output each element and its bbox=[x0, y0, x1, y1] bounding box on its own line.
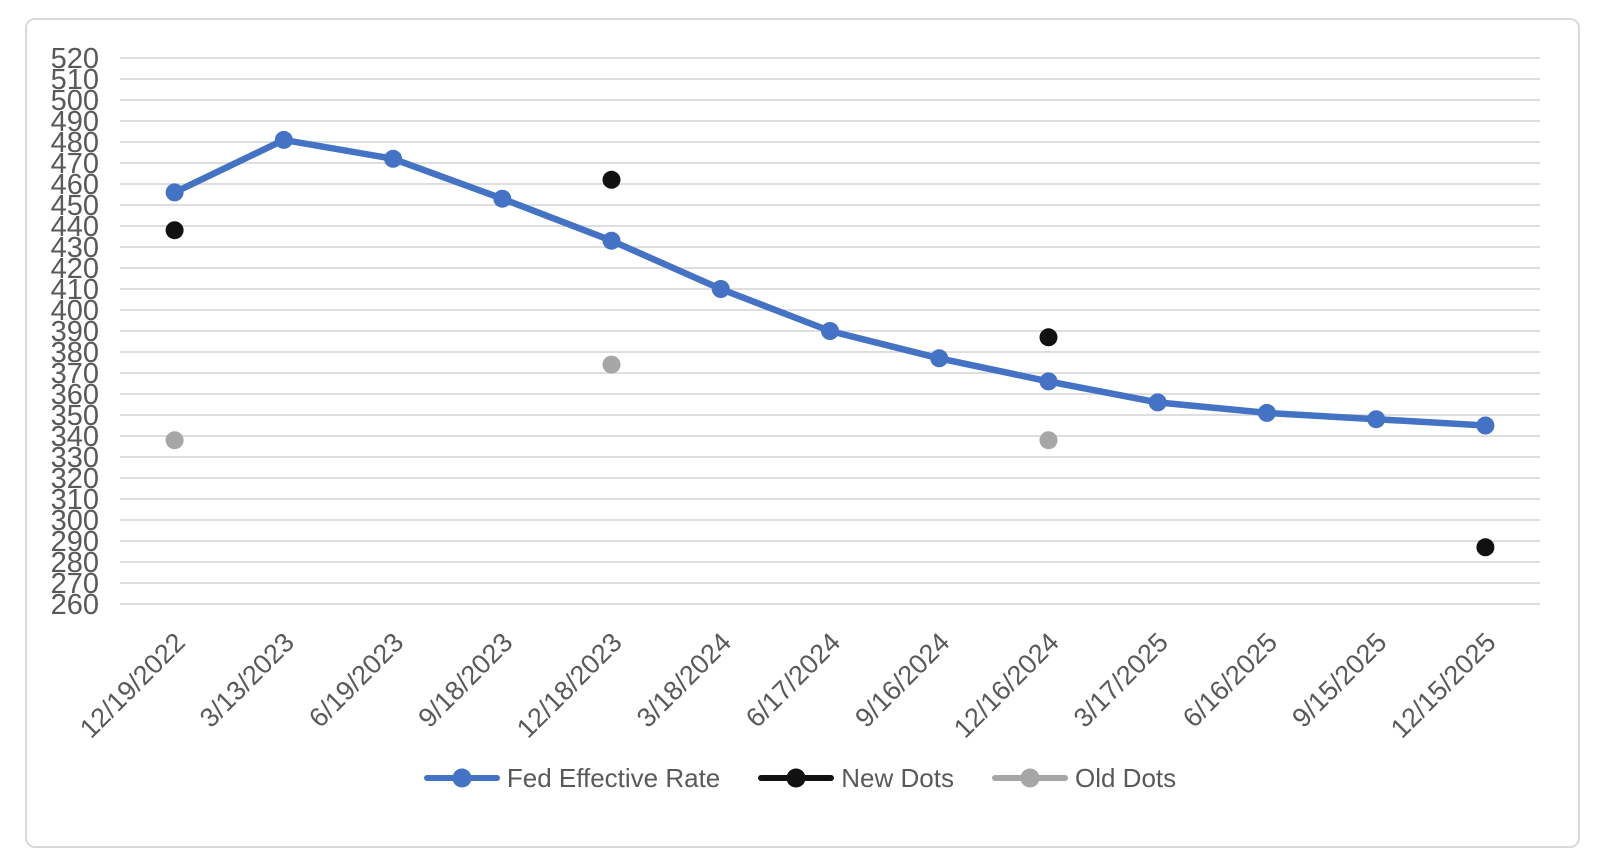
y-tick-label: 300 bbox=[51, 505, 99, 537]
y-tick-label: 440 bbox=[51, 211, 99, 243]
y-tick-label: 410 bbox=[51, 274, 99, 306]
y-tick-label: 330 bbox=[51, 442, 99, 474]
new-dots-point bbox=[1039, 328, 1058, 347]
y-tick-label: 380 bbox=[51, 337, 99, 369]
x-tick-label: 6/16/2025 bbox=[1177, 627, 1283, 733]
fed-effective-rate-point bbox=[493, 189, 512, 208]
y-tick-label: 390 bbox=[51, 316, 99, 348]
x-tick-label: 12/19/2022 bbox=[74, 627, 191, 744]
legend-label-old-dots: Old Dots bbox=[1074, 763, 1177, 793]
y-tick-label: 520 bbox=[51, 43, 99, 75]
y-tick-label: 280 bbox=[51, 547, 99, 579]
old-dots-point bbox=[165, 431, 184, 450]
fed-effective-rate-point bbox=[165, 183, 184, 202]
y-tick-label: 360 bbox=[51, 379, 99, 411]
fed-effective-rate-point bbox=[1257, 403, 1276, 422]
y-tick-label: 270 bbox=[51, 568, 99, 600]
line-with-dot-marker-icon bbox=[423, 767, 500, 789]
y-tick-label: 320 bbox=[51, 463, 99, 495]
y-tick-label: 500 bbox=[51, 85, 99, 117]
y-tick-label: 490 bbox=[51, 106, 99, 138]
chart-frame bbox=[25, 18, 1580, 848]
y-tick-label: 460 bbox=[51, 169, 99, 201]
x-tick-label: 3/18/2024 bbox=[631, 627, 737, 733]
legend-label-new-dots: New Dots bbox=[841, 763, 954, 793]
old-dots-point bbox=[602, 355, 621, 374]
x-tick-label: 6/17/2024 bbox=[740, 627, 846, 733]
fed-effective-rate-point bbox=[602, 231, 621, 250]
new-dots-point bbox=[165, 221, 184, 240]
fed-effective-rate-point bbox=[1039, 372, 1058, 391]
y-tick-label: 420 bbox=[51, 253, 99, 285]
fed-effective-rate-point bbox=[711, 280, 730, 298]
fed-effective-rate-point bbox=[1148, 393, 1167, 412]
fed-effective-rate-point bbox=[930, 349, 949, 368]
x-tick-label: 9/18/2023 bbox=[412, 627, 518, 733]
fed-effective-rate-point bbox=[274, 130, 293, 149]
x-tick-label: 9/16/2024 bbox=[849, 627, 955, 733]
fed-effective-rate-point bbox=[1367, 410, 1386, 429]
x-tick-label: 3/17/2025 bbox=[1068, 627, 1174, 733]
line-with-dot-marker-icon bbox=[991, 767, 1068, 789]
y-tick-label: 370 bbox=[51, 358, 99, 390]
fed-effective-rate-point bbox=[1476, 416, 1495, 435]
fed-effective-rate-point bbox=[821, 322, 839, 340]
y-tick-label: 430 bbox=[51, 232, 99, 264]
x-tick-label: 9/15/2025 bbox=[1286, 627, 1392, 733]
legend-item-fed-effective-rate[interactable]: Fed Effective Rate bbox=[423, 763, 721, 793]
y-tick-label: 340 bbox=[51, 421, 99, 453]
x-tick-label: 12/18/2023 bbox=[511, 627, 628, 744]
x-tick-label: 6/19/2023 bbox=[303, 627, 409, 733]
y-tick-label: 470 bbox=[51, 148, 99, 180]
fed-effective-rate-point bbox=[384, 149, 403, 168]
y-tick-label: 450 bbox=[51, 190, 99, 222]
new-dots-point bbox=[1476, 538, 1495, 557]
fed-effective-rate-line bbox=[171, 136, 1489, 429]
y-tick-label: 480 bbox=[51, 127, 99, 159]
line-with-dot-marker-icon bbox=[758, 767, 835, 789]
legend-item-new-dots[interactable]: New Dots bbox=[758, 765, 954, 791]
legend-label-fed-effective-rate: Fed Effective Rate bbox=[506, 763, 721, 793]
y-tick-label: 260 bbox=[51, 589, 99, 621]
x-tick-label: 3/13/2023 bbox=[194, 627, 300, 733]
y-tick-label: 290 bbox=[51, 526, 99, 558]
y-tick-label: 350 bbox=[51, 400, 99, 432]
y-tick-label: 510 bbox=[51, 64, 99, 96]
new-dots-point bbox=[602, 170, 621, 189]
x-tick-label: 12/16/2024 bbox=[948, 627, 1065, 744]
y-tick-label: 310 bbox=[51, 484, 99, 516]
x-tick-label: 12/15/2025 bbox=[1385, 627, 1502, 744]
y-tick-label: 400 bbox=[51, 295, 99, 327]
old-dots-point bbox=[1039, 431, 1058, 450]
legend: Fed Effective Rate New Dots Old Dots bbox=[0, 752, 1600, 804]
legend-item-old-dots[interactable]: Old Dots bbox=[991, 763, 1177, 793]
